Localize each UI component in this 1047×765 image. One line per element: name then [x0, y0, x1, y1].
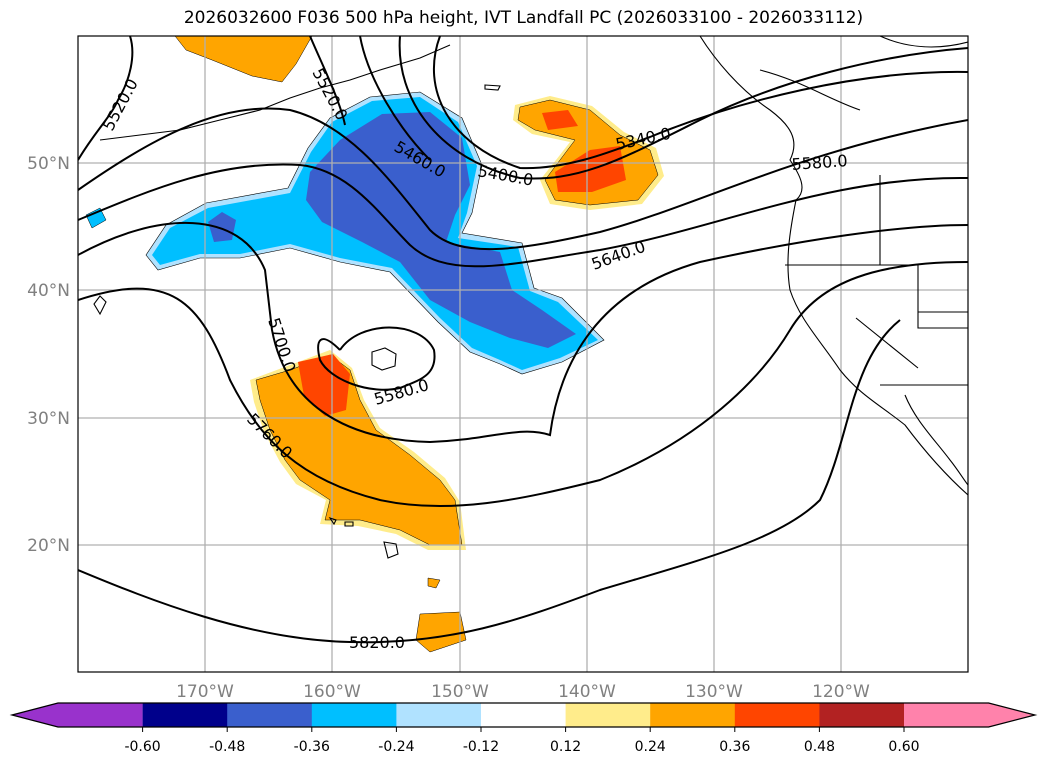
colorbar-swatch	[734, 703, 820, 727]
lat-label: 50°N	[27, 154, 70, 174]
contour-label: 5580.0	[372, 375, 431, 409]
ivt-shading	[85, 36, 664, 653]
colorbar-swatch	[311, 703, 397, 727]
lat-label: 30°N	[27, 409, 70, 429]
colorbar-swatch	[819, 703, 905, 727]
contour-label: 5580.0	[791, 151, 848, 174]
colorbar-outline	[9, 702, 1038, 728]
colorbar-swatch	[227, 703, 313, 727]
colorbar-tick-label: -0.36	[294, 739, 330, 755]
coastlines	[93, 36, 968, 559]
negative-pc-region-strong-west	[208, 212, 236, 242]
lon-label: 170°W	[176, 682, 234, 702]
positive-pc-region-north	[174, 36, 313, 83]
colorbar-extend-max	[904, 703, 1035, 727]
contour-label: 5400.0	[476, 161, 534, 189]
lon-label: 150°W	[431, 682, 489, 702]
negative-pc-region-small	[85, 207, 107, 229]
colorbar-tick-label: 0.36	[719, 739, 750, 755]
colorbar-tick-label: -0.12	[463, 739, 499, 755]
colorbar-swatch	[650, 703, 736, 727]
positive-pc-region-ne-strong-2	[542, 110, 578, 130]
colorbar-swatch	[396, 703, 482, 727]
positive-pc-region-south-strong	[298, 354, 350, 416]
colorbar-tick-label: 0.12	[550, 739, 581, 755]
colorbar-tick-label: -0.24	[378, 739, 414, 755]
colorbar-swatch	[481, 703, 567, 727]
lat-label: 20°N	[27, 536, 70, 556]
map-area: 5520.0 5520.0 5460.0 5400.0 5340.0 5580.…	[78, 36, 968, 672]
contour-label: 5820.0	[349, 633, 405, 652]
contour-label: 5700.0	[264, 315, 299, 374]
negative-pc-region-strong	[306, 112, 576, 348]
longitude-labels: 170°W 160°W 150°W 140°W 130°W 120°W	[176, 682, 870, 702]
lon-label: 130°W	[685, 682, 743, 702]
colorbar-tick-label: 0.48	[804, 739, 835, 755]
colorbar-extend-min	[12, 703, 143, 727]
colorbar-tick-label: -0.60	[124, 739, 160, 755]
lon-label: 160°W	[303, 682, 361, 702]
colorbar-swatch	[565, 703, 651, 727]
contour-label: 5520.0	[308, 65, 351, 123]
gridlines	[78, 36, 968, 672]
colorbar-tick-label: 0.24	[635, 739, 666, 755]
positive-pc-region-bottom	[415, 611, 467, 653]
colorbar: -0.60 -0.48 -0.36 -0.24 -0.12 0.12 0.24 0.36 0.4…	[9, 702, 1038, 755]
lon-label: 120°W	[812, 682, 870, 702]
height-contours	[78, 36, 968, 644]
map-frame	[77, 35, 969, 673]
colorbar-swatch	[142, 703, 228, 727]
chart-title: 2026032600 F036 500 hPa height, IVT Land…	[183, 8, 864, 28]
lon-label: 140°W	[558, 682, 616, 702]
lat-label: 40°N	[27, 281, 70, 301]
latitude-labels: 50°N 40°N 30°N 20°N	[27, 154, 70, 556]
contour-label: 5640.0	[589, 237, 648, 274]
contour-label: 5520.0	[99, 76, 142, 134]
positive-pc-region-tiny	[427, 577, 441, 589]
colorbar-tick-label: -0.48	[209, 739, 245, 755]
colorbar-tick-label: 0.60	[888, 739, 919, 755]
